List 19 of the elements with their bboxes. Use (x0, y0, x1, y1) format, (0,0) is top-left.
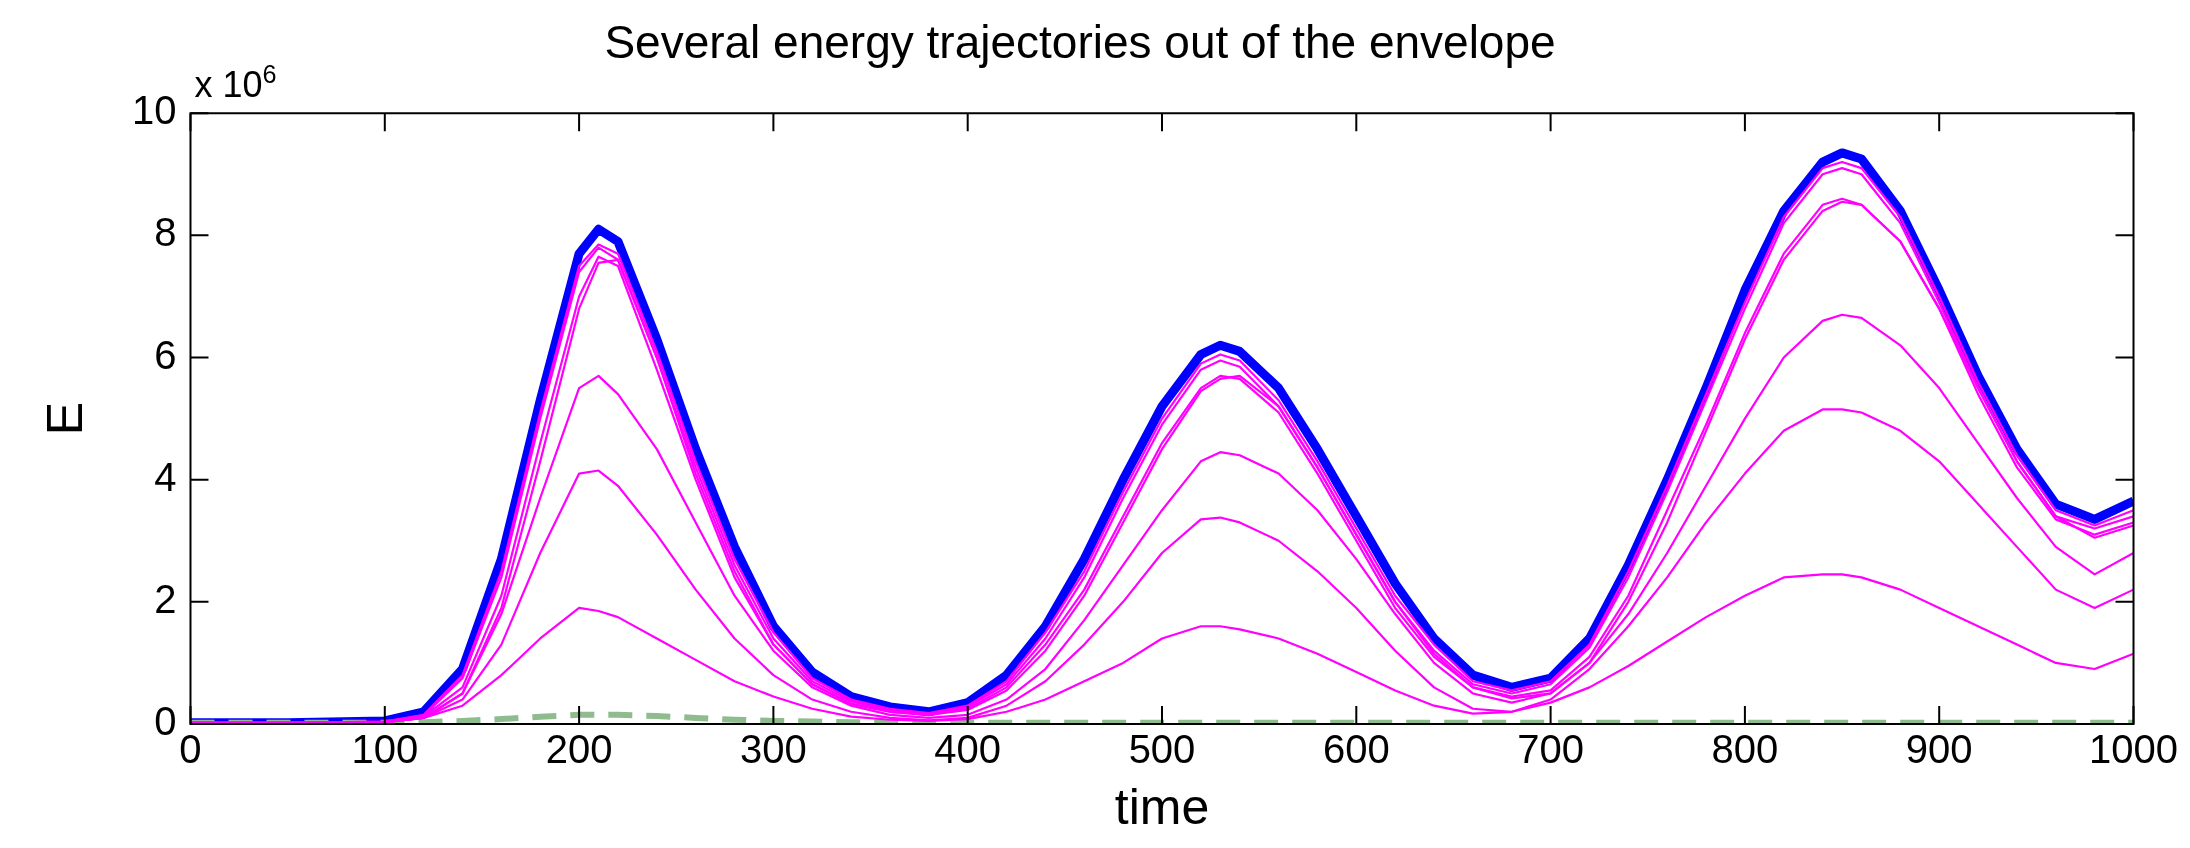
x-tick-label: 800 (1711, 727, 1779, 772)
y-tick-label: 8 (154, 210, 177, 255)
x-tick-label: 400 (934, 727, 1002, 772)
y-tick-label: 4 (154, 454, 177, 499)
x-tick-label: 900 (1905, 727, 1973, 772)
x-tick-label: 1000 (2089, 727, 2178, 772)
x-tick-label: 700 (1517, 727, 1584, 772)
y-tick-label: 6 (154, 332, 177, 377)
y-axis-title: E (36, 401, 93, 436)
x-tick-label: 200 (545, 727, 613, 772)
x-tick-label: 600 (1322, 727, 1390, 772)
y-tick-label: 0 (154, 699, 177, 744)
x-tick-label: 100 (351, 727, 419, 772)
y-tick-label: 10 (131, 88, 177, 133)
chart-title: Several energy trajectories out of the envelope (604, 16, 1556, 69)
y-tick-label: 2 (154, 576, 177, 621)
x-axis-title: time (1114, 778, 1210, 835)
x-tick-label: 500 (1128, 727, 1196, 772)
x-tick-label: 300 (740, 727, 807, 772)
